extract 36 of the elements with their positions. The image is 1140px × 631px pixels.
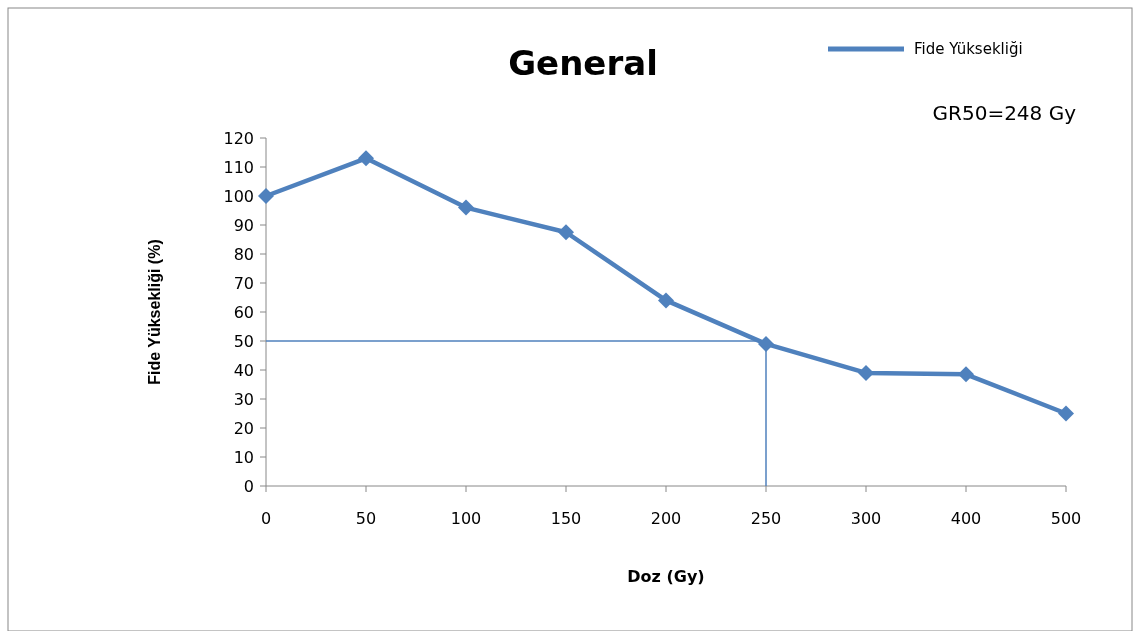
y-tick-label: 110	[223, 157, 254, 177]
x-tick-label: 100	[450, 509, 482, 528]
y-tick-label: 80	[233, 244, 254, 264]
y-tick-label: 10	[233, 447, 254, 467]
point	[458, 199, 474, 216]
y-tick-label: 120	[223, 128, 254, 148]
x-tick-label: 500	[1050, 509, 1082, 528]
x-tick-label: 300	[850, 509, 882, 528]
x-tick-label: 0	[260, 509, 272, 528]
y-tick-label: 0	[243, 476, 254, 496]
y-tick-label: 20	[233, 418, 254, 438]
x-axis-title: Doz (Gy)	[627, 567, 705, 586]
x-tick-label: 400	[950, 509, 982, 528]
y-tick-label: 100	[223, 186, 254, 206]
y-tick-label: 60	[233, 302, 254, 322]
point	[1058, 405, 1074, 422]
y-tick-label: 30	[233, 389, 254, 409]
y-axis-title: Fide Yüksekliği (%)	[146, 239, 163, 385]
point	[958, 366, 974, 383]
chart-title: General	[508, 43, 658, 83]
y-tick-label: 50	[233, 331, 254, 351]
text: GR50=248 Gy	[932, 101, 1077, 125]
y-tick-label: 90	[233, 215, 254, 235]
y-tick-label: 70	[233, 273, 254, 293]
x-tick-label: 150	[550, 509, 582, 528]
x-tick-label: 250	[750, 509, 782, 528]
x-tick-label: 50	[355, 509, 377, 528]
y-tick-label: 40	[233, 360, 254, 380]
point	[658, 292, 674, 309]
point	[358, 150, 374, 167]
point	[758, 335, 774, 352]
point	[558, 224, 574, 241]
x-tick-label: 200	[650, 509, 682, 528]
point	[258, 188, 274, 204]
point	[858, 364, 874, 381]
text: Fide Yüksekliği	[914, 40, 1023, 59]
